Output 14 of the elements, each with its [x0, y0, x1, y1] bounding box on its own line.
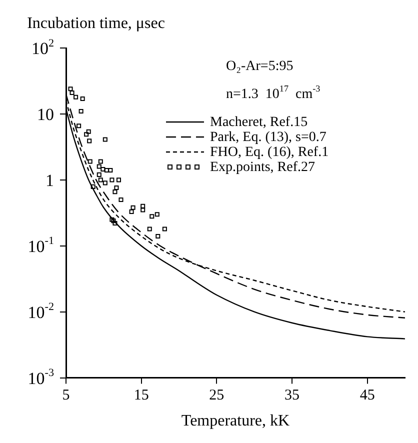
- y-axis-title: Incubation time, μsec: [27, 15, 165, 32]
- x-tick-label: 45: [360, 388, 375, 404]
- legend-label: Macheret, Ref.15: [210, 115, 308, 130]
- legend-label: Park, Eq. (13), s=0.7: [210, 130, 326, 145]
- annotation: O₂-Ar=5:95: [226, 59, 294, 74]
- legend-label: FHO, Eq. (16), Ref.1: [210, 145, 329, 160]
- y-tick-label: 1: [46, 170, 54, 190]
- x-tick-label: 35: [284, 388, 300, 404]
- x-tick-label: 15: [134, 388, 149, 404]
- x-axis-title: Temperature, kK: [181, 412, 290, 430]
- y-tick-label: 10: [37, 104, 54, 124]
- x-tick-label: 25: [209, 388, 224, 404]
- x-tick-label: 5: [62, 388, 70, 404]
- legend-label: Exp.points, Ref.27: [210, 160, 315, 175]
